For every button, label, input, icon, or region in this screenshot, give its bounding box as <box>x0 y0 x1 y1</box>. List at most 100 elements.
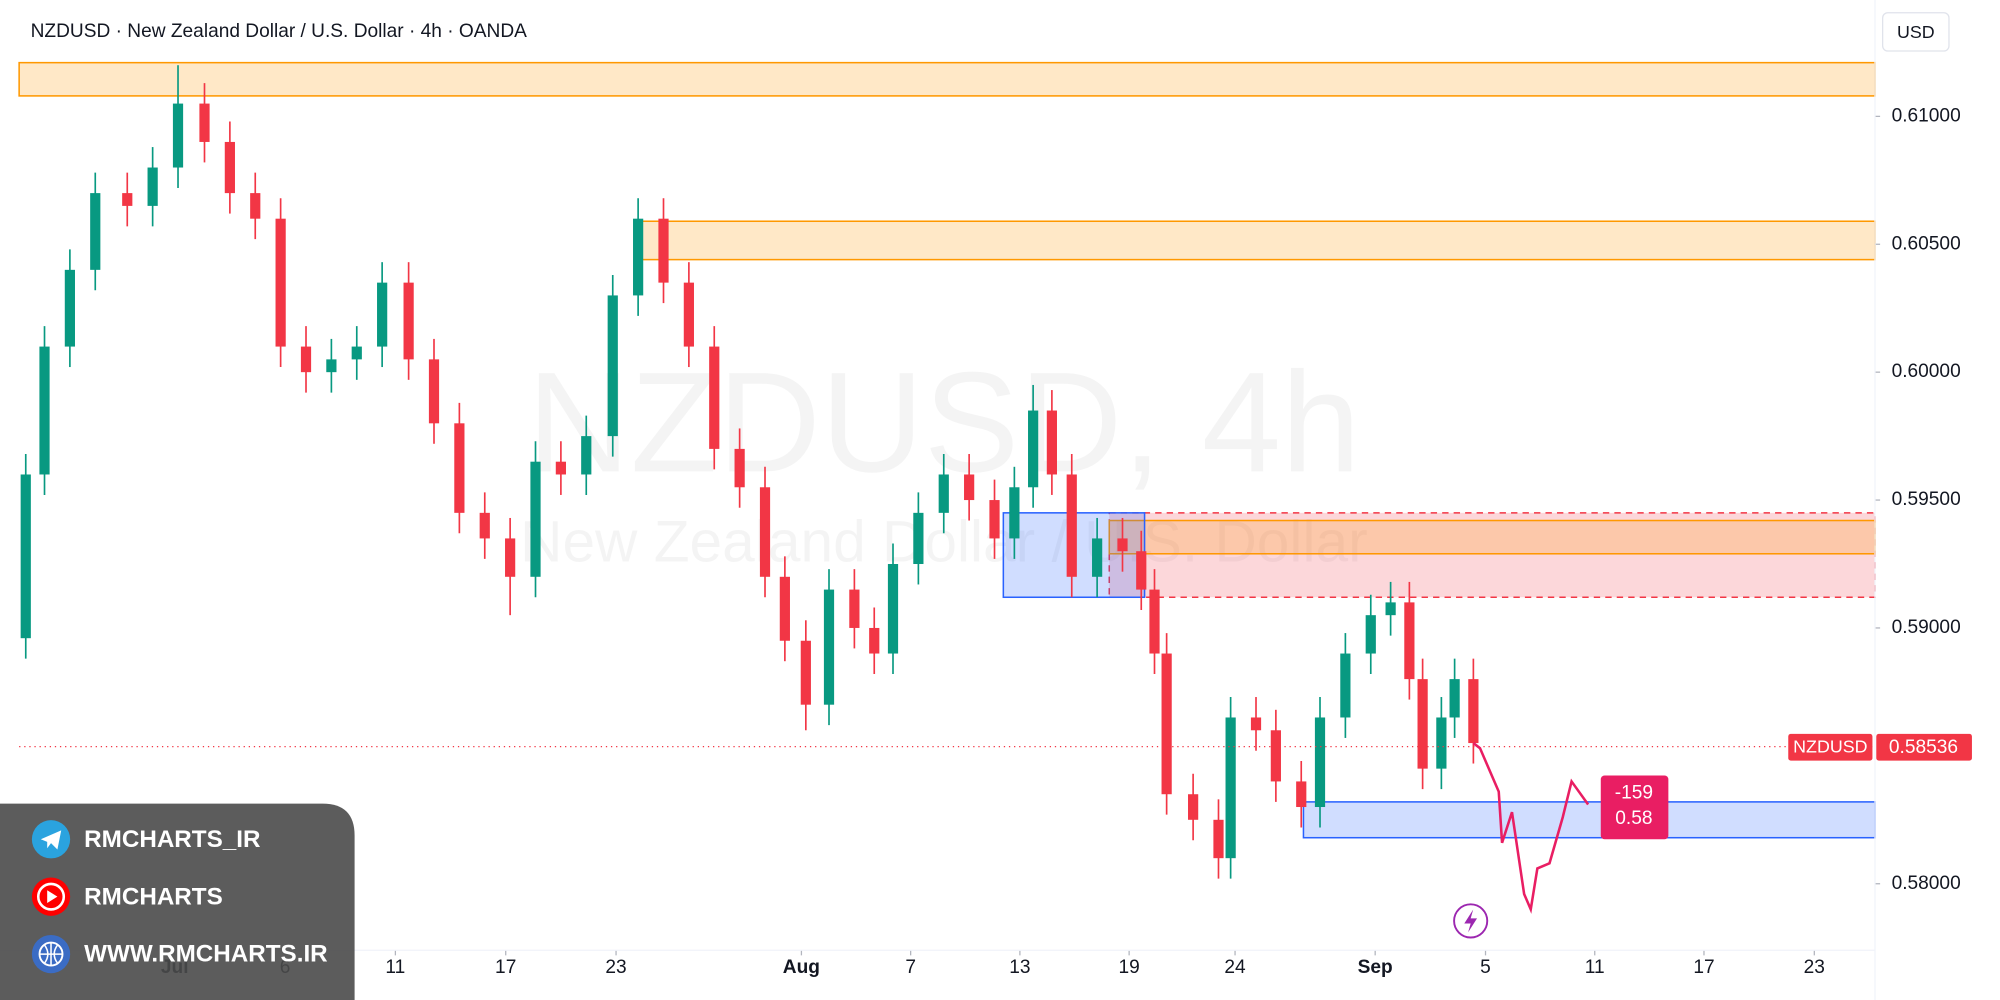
candle-body <box>1385 602 1396 616</box>
social-link[interactable]: RMCHARTS <box>84 883 223 910</box>
candle-body <box>199 103 210 142</box>
x-tick-label: 23 <box>605 957 626 978</box>
candle-body <box>1117 538 1128 552</box>
y-tick-label: 0.59500 <box>1892 489 1961 510</box>
x-tick-label: 11 <box>385 957 405 978</box>
candle-body <box>1365 615 1376 654</box>
zone <box>1108 519 1876 555</box>
candle-body <box>505 538 516 577</box>
candle-body <box>633 218 644 296</box>
zone <box>1302 801 1876 839</box>
candle-body <box>1028 410 1039 488</box>
chart-title: NZDUSD · New Zealand Dollar / U.S. Dolla… <box>31 21 528 42</box>
candle-body <box>887 564 899 654</box>
alert-button[interactable] <box>1453 903 1489 939</box>
x-tick-label: Aug <box>783 957 820 978</box>
youtube-ring <box>36 882 66 911</box>
x-tick-label: 19 <box>1118 957 1139 978</box>
candle-body <box>1449 679 1460 718</box>
candle-body <box>1250 717 1262 731</box>
candle-body <box>90 193 101 270</box>
candle-body <box>989 500 1000 539</box>
candle-body <box>20 474 31 639</box>
social-link[interactable]: RMCHARTS_IR <box>84 826 260 853</box>
candle-body <box>938 474 949 513</box>
candle-body <box>1436 717 1447 769</box>
candle-body <box>1213 819 1224 859</box>
candle-body <box>1188 794 1199 820</box>
candle-body <box>1161 653 1172 795</box>
candle-body <box>913 512 924 565</box>
candle-body <box>1149 589 1160 654</box>
social-link[interactable]: WWW.RMCHARTS.IR <box>84 941 327 968</box>
social-background <box>0 803 355 1000</box>
x-tick-label: 24 <box>1224 957 1246 978</box>
candle-body <box>377 282 388 347</box>
candle-body <box>250 193 261 219</box>
candle-body <box>1340 653 1351 718</box>
candle-body <box>326 359 337 373</box>
candle-body <box>479 512 490 539</box>
alert-glyph[interactable] <box>1464 909 1478 933</box>
candle-body <box>759 487 771 577</box>
candle-body <box>1417 679 1428 769</box>
candle-body <box>869 627 880 654</box>
last-price-symbol-box <box>1788 733 1873 761</box>
candle-body <box>683 282 694 347</box>
candles <box>20 65 1479 879</box>
candle-body <box>1296 781 1307 808</box>
x-tick-label: 17 <box>495 957 516 978</box>
x-tick-label: 17 <box>1693 957 1714 978</box>
y-tick-label: 0.60500 <box>1892 233 1961 254</box>
x-tick-label: Sep <box>1358 957 1393 978</box>
candle-body <box>607 295 618 437</box>
candle-body <box>800 640 811 705</box>
last-price-value: 0.58536 <box>1889 737 1958 758</box>
projection-label-box <box>1600 775 1669 840</box>
candle-body <box>1136 551 1147 590</box>
candle-body <box>734 448 745 488</box>
x-tick-label: 5 <box>1480 957 1491 978</box>
x-tick-label: 13 <box>1009 957 1030 978</box>
y-tick-label: 0.60000 <box>1892 361 1961 382</box>
zone <box>637 220 1876 261</box>
candle-body <box>351 346 362 360</box>
watermark: NZDUSD, 4h New Zealand Dollar / U.S. Dol… <box>520 343 1368 574</box>
candle-body <box>428 359 440 424</box>
candle-body <box>709 346 720 449</box>
candle-body <box>1092 538 1103 577</box>
candle-body <box>1009 487 1020 539</box>
candle-body <box>1468 679 1479 744</box>
candle-body <box>64 269 75 347</box>
candle-body <box>1404 602 1415 680</box>
social-panel: RMCHARTS_IR RMCHARTS WWW.RMCHARTS.IR <box>0 803 355 1000</box>
candle-body <box>122 193 133 206</box>
candle-body <box>530 461 541 577</box>
candle-body <box>39 346 50 475</box>
telegram-glyph <box>40 830 62 850</box>
x-tick-label: 7 <box>905 957 916 978</box>
candle-body <box>1066 474 1077 577</box>
candle-body <box>964 474 975 501</box>
candle-body <box>1314 717 1326 808</box>
candle-body <box>779 576 790 641</box>
candle-body <box>1270 730 1281 782</box>
candle-body <box>275 218 286 347</box>
overlays: NZDUSD 0.58536 -159 0.58 <box>19 733 1972 914</box>
candle-body <box>555 461 566 475</box>
y-tick-label: 0.59000 <box>1892 617 1961 638</box>
projection-label: 0.58 <box>1615 808 1652 829</box>
candle-body <box>147 167 158 206</box>
candle-body <box>1046 410 1057 475</box>
currency-label[interactable]: USD <box>1897 22 1935 42</box>
candle-body <box>849 589 860 628</box>
last-price-box <box>1876 733 1972 761</box>
projection-label: -159 <box>1615 782 1653 803</box>
candle-body <box>172 103 184 168</box>
candle-body <box>300 346 312 373</box>
zone <box>18 61 1876 97</box>
x-tick-label: 11 <box>1585 957 1605 978</box>
currency-button[interactable] <box>1882 12 1950 52</box>
